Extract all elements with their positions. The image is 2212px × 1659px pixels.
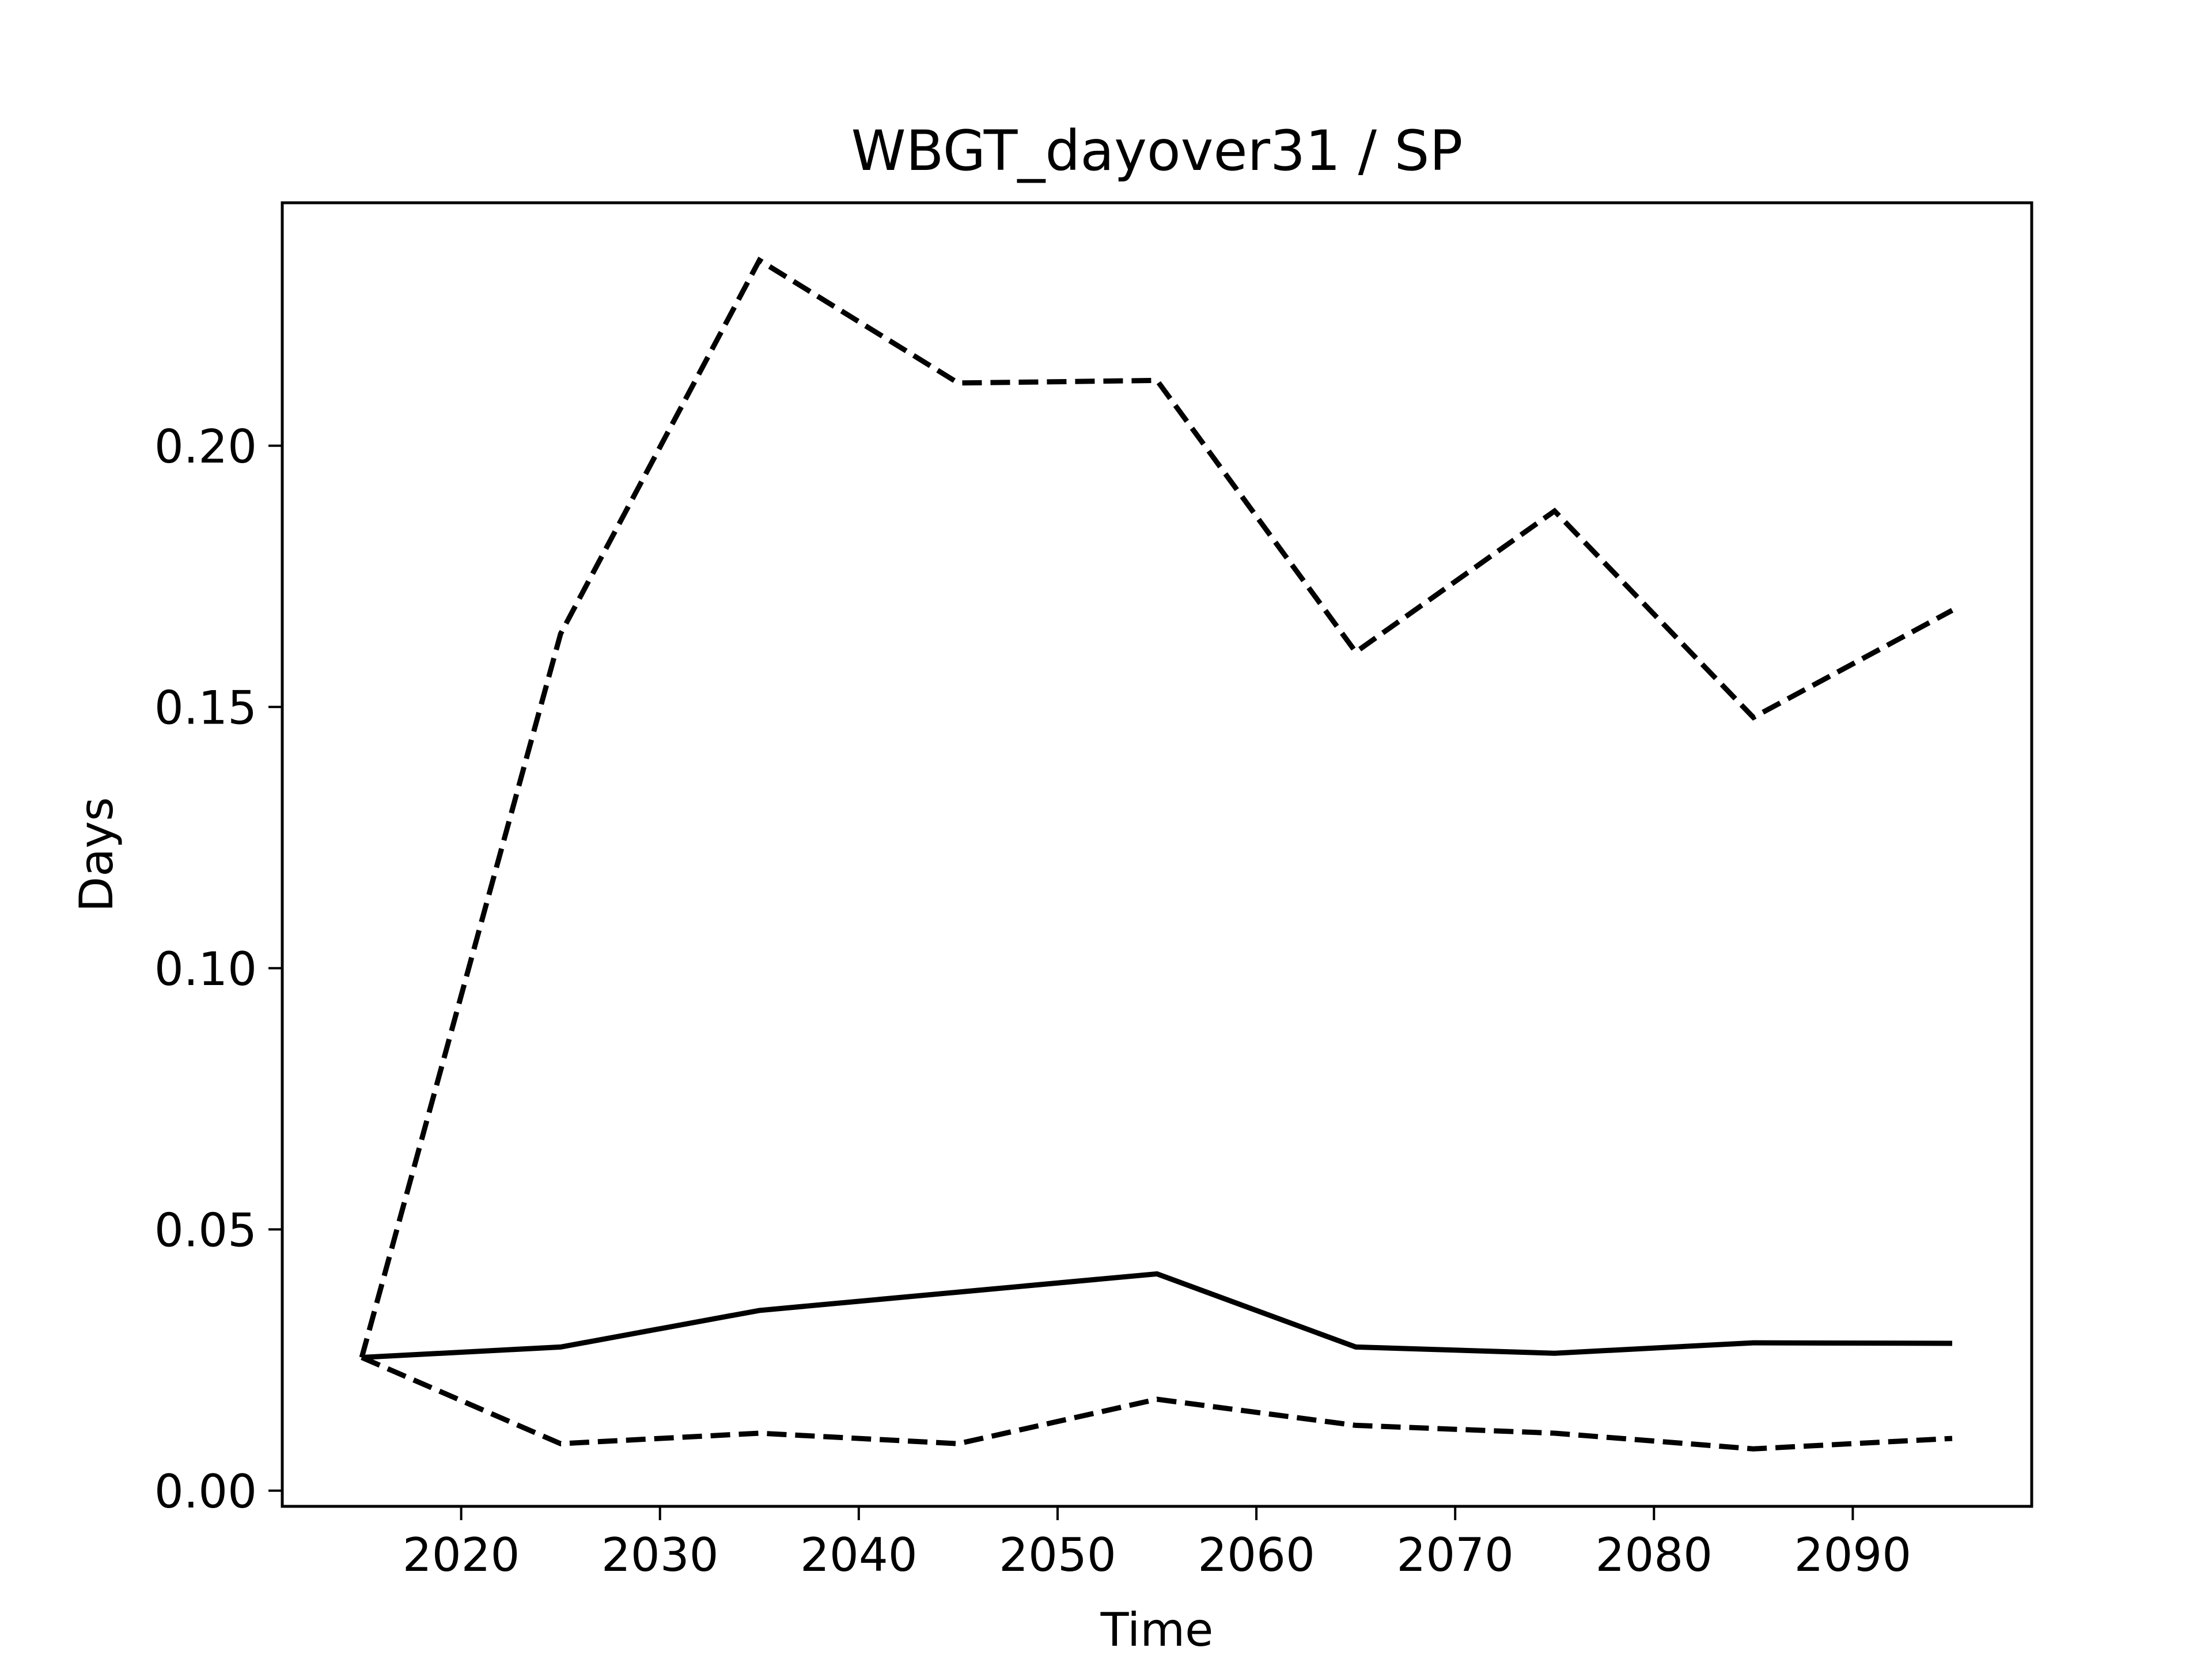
series-line-1-solid bbox=[361, 1271, 1953, 1360]
y-axis-ticks: 0.00 0.05 0.10 0.15 0.20 bbox=[154, 420, 282, 1518]
x-tick-label: 2040 bbox=[800, 1528, 918, 1582]
x-tick-label: 2020 bbox=[403, 1528, 520, 1582]
chart-title: WBGT_dayover31 / SP bbox=[851, 119, 1463, 183]
y-tick-label: 0.15 bbox=[154, 681, 257, 734]
x-axis-ticks: 2020 2030 2040 2050 2060 2070 2080 2090 bbox=[403, 1506, 1911, 1582]
x-tick-label: 2070 bbox=[1396, 1528, 1514, 1582]
y-axis-label: Days bbox=[70, 797, 123, 912]
x-tick-label: 2030 bbox=[601, 1528, 719, 1582]
x-tick-label: 2060 bbox=[1198, 1528, 1315, 1582]
series-line-2-dashed bbox=[359, 256, 1954, 1358]
y-tick-label: 0.00 bbox=[154, 1465, 257, 1518]
series-line-3-dashed bbox=[361, 1355, 1953, 1452]
plot-frame bbox=[281, 201, 2033, 1508]
series-layer bbox=[359, 256, 1954, 1452]
x-axis-label: Time bbox=[1100, 1603, 1214, 1657]
y-tick-label: 0.10 bbox=[154, 942, 257, 996]
x-tick-label: 2050 bbox=[999, 1528, 1116, 1582]
y-tick-label: 0.05 bbox=[154, 1203, 257, 1257]
y-tick-label: 0.20 bbox=[154, 420, 257, 474]
x-tick-label: 2090 bbox=[1794, 1528, 1912, 1582]
x-tick-label: 2080 bbox=[1595, 1528, 1713, 1582]
